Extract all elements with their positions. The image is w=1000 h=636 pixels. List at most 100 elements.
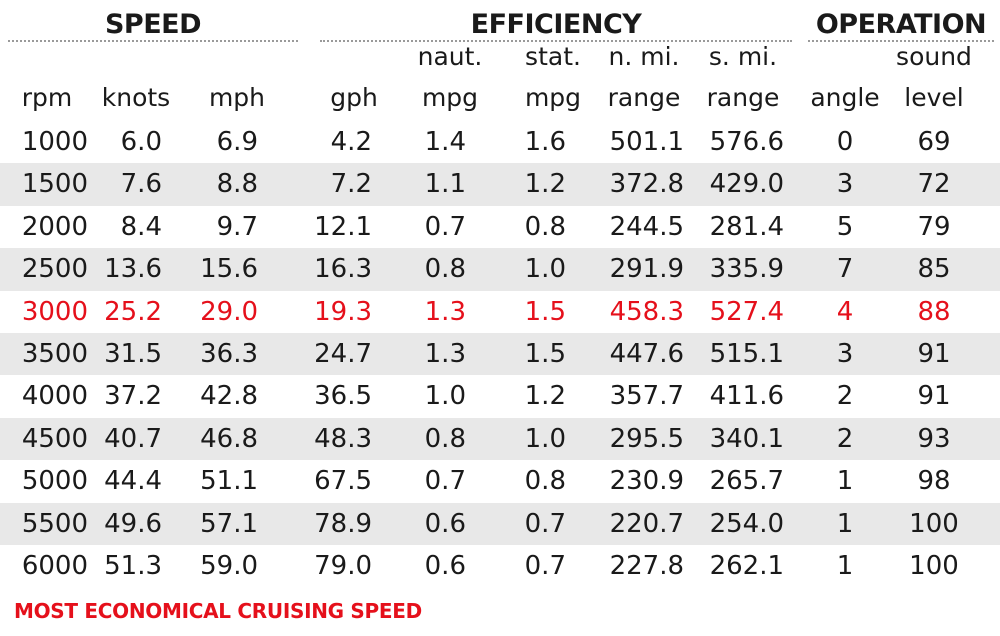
cell-rpm: 4500 xyxy=(21,423,88,454)
cell-n-mi-range: 291.9 xyxy=(609,254,684,285)
header-stat-mpg-line1: stat. xyxy=(525,42,581,71)
cell-sound-level: 91 xyxy=(917,338,951,369)
cell-knots: 40.7 xyxy=(104,423,162,454)
cell-knots: 31.5 xyxy=(104,338,162,369)
cell-angle: 1 xyxy=(836,508,854,539)
cell-gph: 67.5 xyxy=(314,466,372,497)
cell-stat-mpg: 1.5 xyxy=(524,296,566,327)
cell-stat-mpg: 0.7 xyxy=(524,508,566,539)
cell-knots: 6.0 xyxy=(120,127,162,157)
cell-s-mi-range: 429.0 xyxy=(709,169,784,200)
cell-mph: 51.1 xyxy=(200,466,258,497)
cell-rpm: 2000 xyxy=(21,211,88,242)
cell-rpm: 6000 xyxy=(21,550,88,581)
header-gph-line2: gph xyxy=(330,83,378,112)
cell-rpm: 5000 xyxy=(21,466,88,497)
cell-sound-level: 91 xyxy=(917,381,951,412)
cell-mph: 36.3 xyxy=(200,338,258,369)
header-sound-level-line1: sound xyxy=(896,42,972,71)
cell-mph: 8.8 xyxy=(216,169,258,200)
cell-gph: 4.2 xyxy=(330,127,372,157)
cell-stat-mpg: 1.2 xyxy=(524,381,566,412)
cell-gph: 79.0 xyxy=(314,550,372,581)
cell-gph: 7.2 xyxy=(330,169,372,200)
cell-naut-mpg: 0.7 xyxy=(424,466,466,497)
cell-s-mi-range: 281.4 xyxy=(709,211,784,242)
cell-n-mi-range: 372.8 xyxy=(609,169,684,200)
cell-angle: 2 xyxy=(836,423,854,454)
cell-s-mi-range: 262.1 xyxy=(709,550,784,581)
header-sound-level-line2: level xyxy=(904,83,964,112)
cell-angle: 0 xyxy=(836,127,854,157)
header-angle-line2: angle xyxy=(810,83,880,112)
cell-naut-mpg: 0.8 xyxy=(424,254,466,285)
table-row: 4000 37.2 42.8 36.5 1.0 1.2 357.7 411.6 2 91 xyxy=(0,375,1000,417)
cell-naut-mpg: 1.1 xyxy=(424,169,466,200)
table-row: 3000 25.2 29.0 19.3 1.3 1.5 458.3 527.4 4 88 xyxy=(0,291,1000,333)
header-n-mi-range-line1: n. mi. xyxy=(608,42,680,71)
header-s-mi-range-line2: range xyxy=(706,83,780,112)
cell-sound-level: 93 xyxy=(917,423,951,454)
header-s-mi-range-line1: s. mi. xyxy=(708,42,778,71)
table-row: 1500 7.6 8.8 7.2 1.1 1.2 372.8 429.0 3 72 xyxy=(0,163,1000,206)
cell-angle: 4 xyxy=(836,296,854,327)
cell-gph: 12.1 xyxy=(314,211,372,242)
group-rule-efficiency xyxy=(320,40,792,42)
cell-n-mi-range: 220.7 xyxy=(609,508,684,539)
cell-n-mi-range: 357.7 xyxy=(609,381,684,412)
cell-sound-level: 100 xyxy=(909,550,959,581)
header-knots-line2: knots xyxy=(101,83,171,112)
data-table-body: 1000 6.0 6.9 4.2 1.4 1.6 501.1 576.6 0 69 1500 7.6 8… xyxy=(0,121,1000,587)
cell-naut-mpg: 1.0 xyxy=(424,381,466,412)
header-stat-mpg-line2: mpg xyxy=(524,83,582,112)
cell-angle: 7 xyxy=(836,254,854,285)
cell-knots: 51.3 xyxy=(104,550,162,581)
table-row: 1000 6.0 6.9 4.2 1.4 1.6 501.1 576.6 0 69 xyxy=(0,121,1000,163)
cell-s-mi-range: 411.6 xyxy=(709,381,784,412)
cell-naut-mpg: 0.6 xyxy=(424,508,466,539)
cell-mph: 9.7 xyxy=(216,211,258,242)
cell-knots: 37.2 xyxy=(104,381,162,412)
group-title-speed: SPEED xyxy=(104,9,202,40)
cell-stat-mpg: 1.5 xyxy=(524,338,566,369)
cell-stat-mpg: 1.0 xyxy=(524,423,566,454)
header-n-mi-range-line2: range xyxy=(607,83,681,112)
cell-naut-mpg: 1.3 xyxy=(424,296,466,327)
cell-n-mi-range: 501.1 xyxy=(609,127,684,157)
table-row: 2000 8.4 9.7 12.1 0.7 0.8 244.5 281.4 5 79 xyxy=(0,206,1000,248)
cell-gph: 16.3 xyxy=(314,254,372,285)
cell-mph: 59.0 xyxy=(200,550,258,581)
header-naut-mpg-line2: mpg xyxy=(421,83,479,112)
table-row: 5500 49.6 57.1 78.9 0.6 0.7 220.7 254.0 1 100 xyxy=(0,502,1000,545)
cell-sound-level: 100 xyxy=(909,508,959,539)
cell-sound-level: 72 xyxy=(917,169,951,200)
group-rule-speed xyxy=(8,40,298,42)
cell-angle: 1 xyxy=(836,466,854,497)
cell-gph: 19.3 xyxy=(314,296,372,327)
cell-s-mi-range: 265.7 xyxy=(709,466,784,497)
table-row: 3500 31.5 36.3 24.7 1.3 1.5 447.6 515.1 3 91 xyxy=(0,332,1000,376)
table-row: 2500 13.6 15.6 16.3 0.8 1.0 291.9 335.9 7 85 xyxy=(0,248,1000,291)
cell-n-mi-range: 447.6 xyxy=(609,338,684,369)
cell-rpm: 4000 xyxy=(21,381,88,412)
cell-stat-mpg: 0.8 xyxy=(524,466,566,497)
cell-n-mi-range: 230.9 xyxy=(609,466,684,497)
cell-knots: 7.6 xyxy=(120,169,162,200)
cell-n-mi-range: 295.5 xyxy=(609,423,684,454)
cell-mph: 42.8 xyxy=(200,381,258,412)
cell-naut-mpg: 0.8 xyxy=(424,423,466,454)
cell-n-mi-range: 458.3 xyxy=(609,296,684,327)
footnote-most-economical: MOST ECONOMICAL CRUISING SPEED xyxy=(14,599,422,623)
cell-angle: 2 xyxy=(836,381,854,412)
cell-s-mi-range: 515.1 xyxy=(709,338,784,369)
table-row: 4500 40.7 46.8 48.3 0.8 1.0 295.5 340.1 2 93 xyxy=(0,417,1000,461)
cell-stat-mpg: 0.8 xyxy=(524,211,566,242)
cell-s-mi-range: 576.6 xyxy=(709,127,784,157)
cell-knots: 25.2 xyxy=(104,296,162,327)
group-title-operation: OPERATION xyxy=(815,9,987,40)
cell-mph: 15.6 xyxy=(200,254,258,285)
cell-rpm: 1500 xyxy=(21,169,88,200)
cell-gph: 48.3 xyxy=(314,423,372,454)
cell-knots: 44.4 xyxy=(104,466,162,497)
cell-angle: 3 xyxy=(836,338,854,369)
